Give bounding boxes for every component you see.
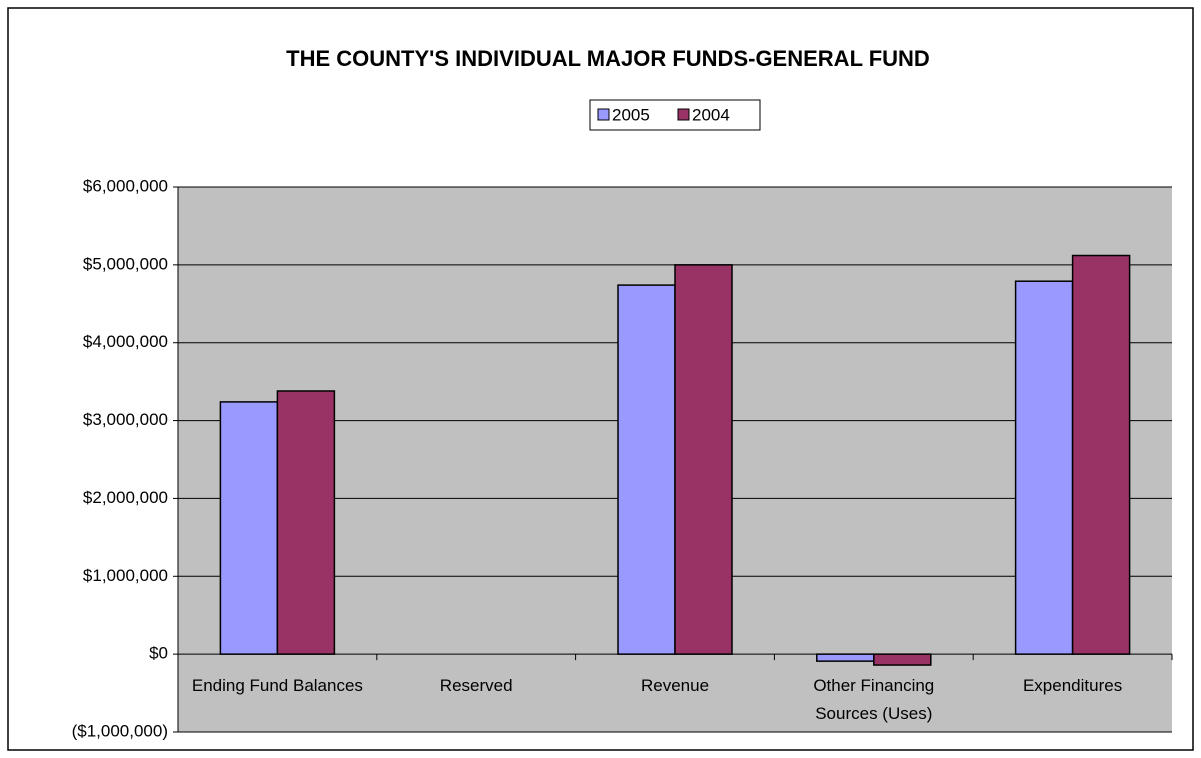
x-tick-label: Reserved xyxy=(439,676,513,696)
legend-swatch xyxy=(597,108,610,121)
legend-swatch xyxy=(677,108,690,121)
legend-label: 2005 xyxy=(612,105,650,124)
y-tick-label: $4,000,000 xyxy=(83,332,168,351)
y-tick-label: $2,000,000 xyxy=(83,488,168,507)
bar xyxy=(219,401,279,655)
x-tick-label: Revenue xyxy=(640,676,710,696)
bar xyxy=(873,653,932,666)
x-tick-label: Expenditures xyxy=(1022,676,1123,696)
bar xyxy=(674,264,733,655)
bar xyxy=(1071,254,1131,655)
chart-title: THE COUNTY'S INDIVIDUAL MAJOR FUNDS-GENE… xyxy=(286,46,930,71)
bar xyxy=(276,390,336,655)
bar xyxy=(617,284,676,655)
y-tick-label: $3,000,000 xyxy=(83,410,168,429)
y-tick-label: $0 xyxy=(149,644,168,663)
legend-box xyxy=(589,99,761,131)
y-tick-label: $1,000,000 xyxy=(83,566,168,585)
legend-label: 2004 xyxy=(692,105,730,124)
y-tick-label: $6,000,000 xyxy=(83,176,168,195)
y-tick-label: ($1,000,000) xyxy=(72,721,168,740)
y-tick-label: $5,000,000 xyxy=(83,254,168,273)
bar xyxy=(816,653,875,662)
bar xyxy=(1014,280,1074,655)
x-tick-label: Other Financing Sources (Uses) xyxy=(813,676,935,724)
x-tick-label: Ending Fund Balances xyxy=(191,676,363,696)
